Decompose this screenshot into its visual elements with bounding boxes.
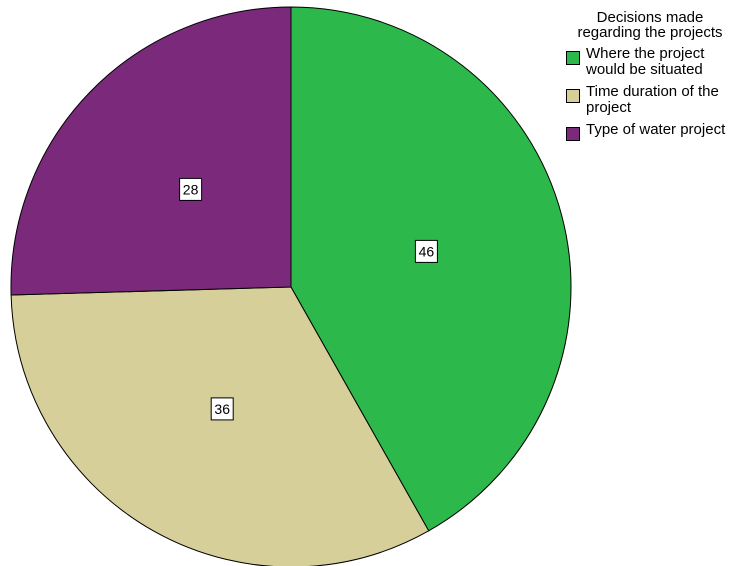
data-label-box [179, 177, 203, 201]
data-label-box [414, 239, 438, 263]
data-label-water-project-type: 28 [179, 177, 203, 201]
data-label-value: 46 [419, 243, 435, 259]
legend-swatch-duration [566, 89, 580, 103]
pie-slices [10, 6, 572, 566]
legend: Decisions made regarding the projects Wh… [566, 10, 746, 141]
legend-swatch-situated [566, 51, 580, 65]
legend-title: Decisions made regarding the projects [577, 9, 723, 41]
legend-item-situated: Where the project would be situated [566, 46, 746, 78]
legend-label-duration: Time duration of the project [586, 83, 719, 116]
data-label-box [210, 397, 234, 421]
data-label-value: 36 [214, 401, 230, 417]
legend-swatch-water-project-type [566, 127, 580, 141]
legend-item-duration: Time duration of the project [566, 84, 746, 116]
data-label-situated: 46 [414, 239, 438, 263]
data-label-value: 28 [183, 181, 199, 197]
legend-item-water-project-type: Type of water project [566, 122, 746, 141]
data-label-duration: 36 [210, 397, 234, 421]
legend-label-situated: Where the project would be situated [586, 45, 705, 78]
pie-slice-water-project-type [10, 6, 292, 296]
pie-slice-situated [290, 6, 572, 532]
pie-data-labels: 46 36 28 [179, 177, 438, 421]
legend-label-water-project-type: Type of water project [586, 121, 726, 138]
pie-slice-duration [10, 286, 430, 566]
